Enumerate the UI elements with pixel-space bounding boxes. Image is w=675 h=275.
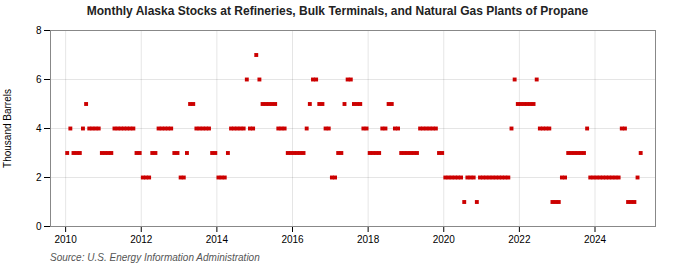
svg-text:2014: 2014 [206,234,229,245]
svg-text:6: 6 [36,74,42,85]
html-text:Monthly Alaska Stocks at Refin: Monthly Alaska Stocks at Refineries, Bul… [86,4,589,18]
svg-text:4: 4 [36,123,42,134]
svg-text:2012: 2012 [130,234,153,245]
svg-text:Thousand Barrels: Thousand Barrels [2,89,13,168]
svg-text:2024: 2024 [584,234,607,245]
svg-text:2010: 2010 [55,234,78,245]
svg-text:2: 2 [36,172,42,183]
html-text:Source: U.S. Energy Informatio: Source: U.S. Energy Information Administ… [50,252,260,263]
svg-text:0: 0 [36,221,42,232]
svg-text:2018: 2018 [357,234,380,245]
svg-text:2016: 2016 [281,234,304,245]
svg-text:2020: 2020 [433,234,456,245]
svg-text:2022: 2022 [508,234,531,245]
svg-text:8: 8 [36,25,42,36]
